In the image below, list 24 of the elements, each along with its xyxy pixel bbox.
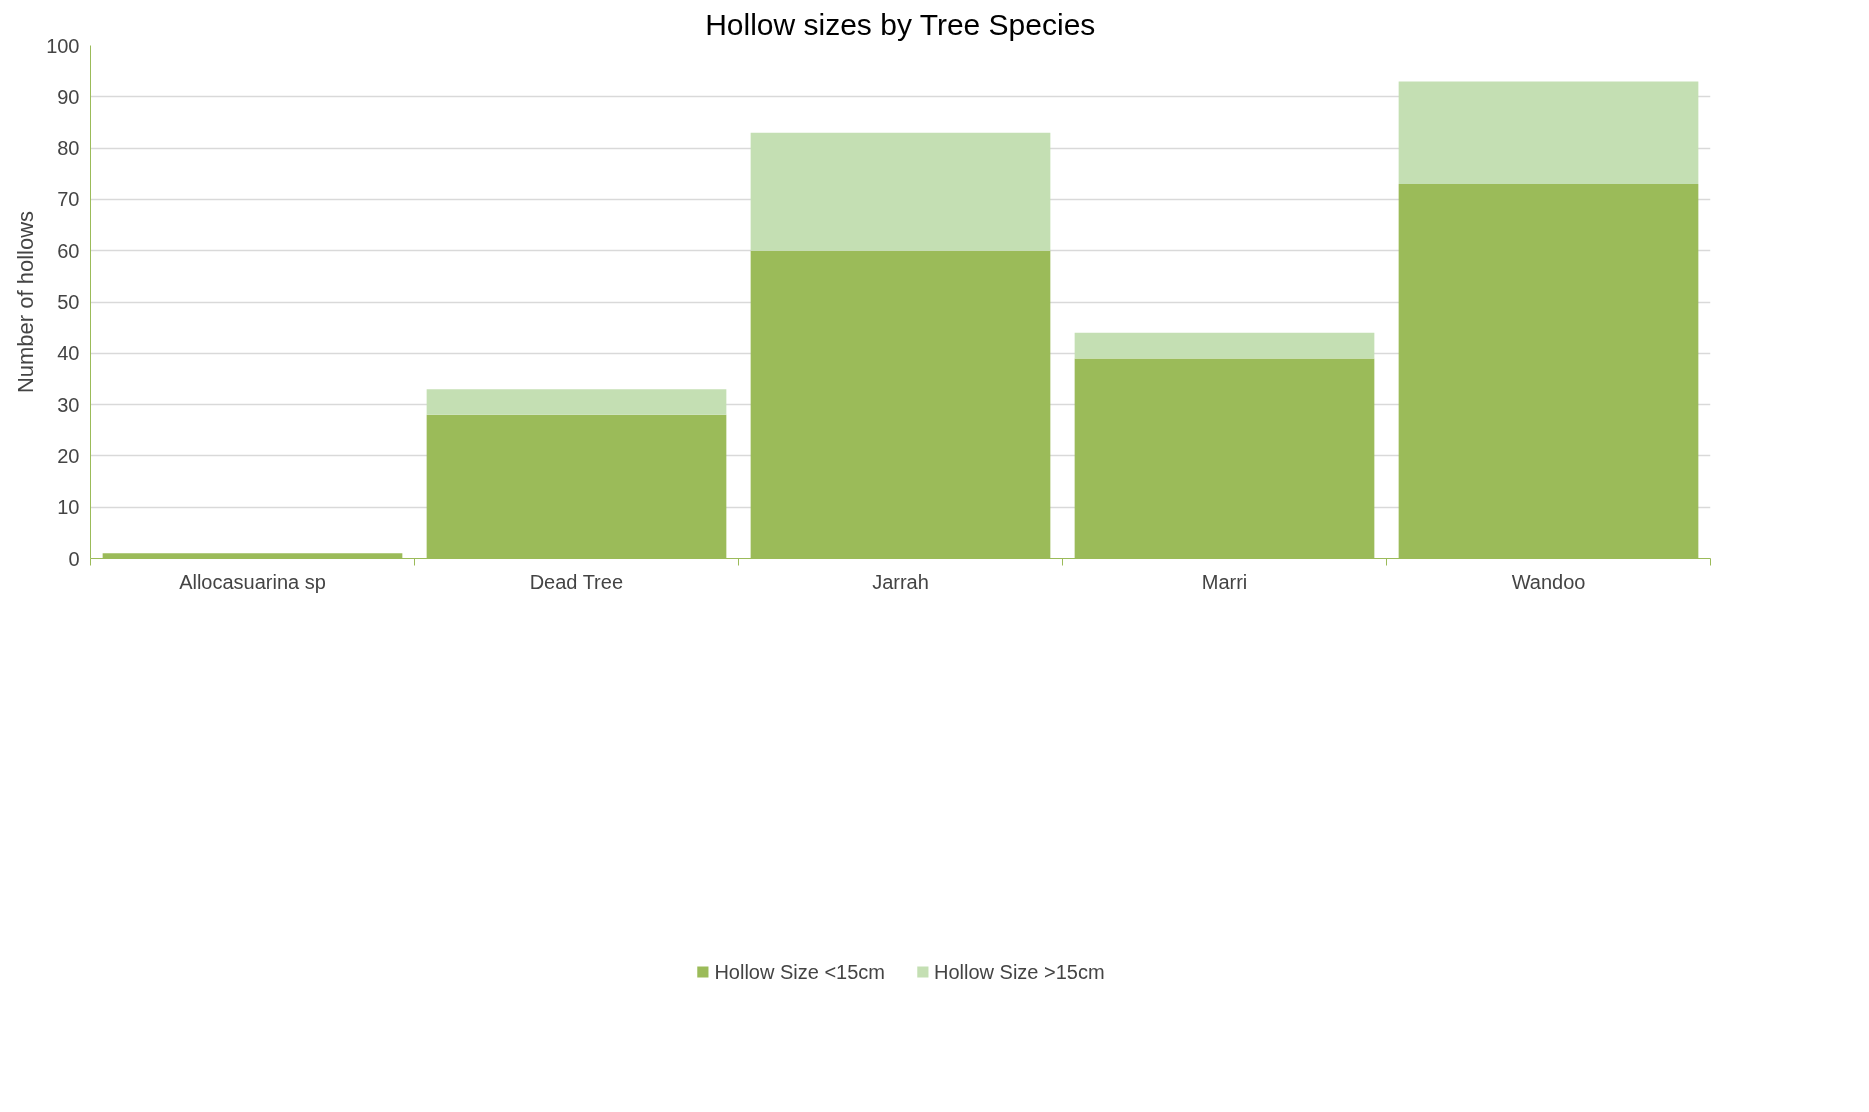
y-tick-label: 0 xyxy=(68,547,80,570)
chart-title: Hollow sizes by Tree Species xyxy=(705,7,1096,41)
y-tick-label: 40 xyxy=(57,342,80,365)
legend-label: Hollow Size <15cm xyxy=(714,960,885,984)
y-tick-label: 90 xyxy=(57,85,80,108)
y-tick-label: 10 xyxy=(57,496,80,519)
x-tick-label: Marri xyxy=(1201,570,1248,593)
y-tick-label: 60 xyxy=(57,239,80,262)
x-tick-label: Allocasuarina sp xyxy=(179,570,326,593)
y-tick-label: 30 xyxy=(57,393,80,416)
bar xyxy=(1074,332,1375,359)
x-tick-label: Jarrah xyxy=(872,570,929,593)
bar xyxy=(1398,81,1699,185)
x-tick-label: Wandoo xyxy=(1511,570,1586,593)
y-tick-label: 20 xyxy=(57,444,80,467)
x-tick-label: Dead Tree xyxy=(529,570,624,593)
y-axis-title: Number of hollows xyxy=(13,210,39,394)
y-tick-label: 100 xyxy=(46,34,80,57)
y-tick-label: 80 xyxy=(57,137,80,160)
bar xyxy=(426,389,727,415)
legend-label: Hollow Size >15cm xyxy=(934,960,1105,984)
y-tick-label: 70 xyxy=(57,188,80,211)
y-tick-label: 50 xyxy=(57,291,80,313)
bar xyxy=(750,132,1051,251)
